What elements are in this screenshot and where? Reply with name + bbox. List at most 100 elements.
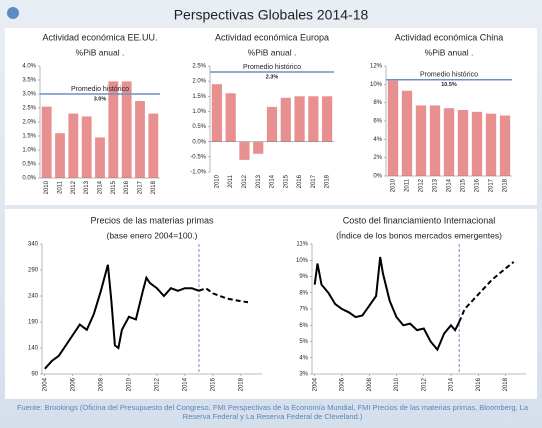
y-tick-label: 8% (299, 290, 308, 296)
x-tick-label: 2017 (489, 178, 495, 192)
x-tick-label: 2010 (394, 377, 400, 391)
y-tick-label: 10% (296, 258, 309, 264)
y-tick-label: 12% (370, 64, 383, 70)
bar (68, 113, 79, 178)
bar (429, 105, 441, 176)
y-tick-label: 0.5% (22, 162, 36, 168)
line-series (458, 261, 515, 323)
reference-value: 2.3% (266, 75, 279, 81)
source-box: Fuente: Brookings (Oficina del Presupues… (16, 403, 529, 421)
y-tick-label: 6% (373, 119, 382, 125)
y-tick-label: 10% (370, 82, 383, 88)
y-tick-label: 2.0% (22, 120, 36, 126)
x-tick-label: 2010 (391, 178, 397, 192)
x-tick-label: 2008 (98, 377, 104, 391)
x-tick-label: 2018 (239, 377, 245, 391)
chart-title: Costo del financiamiento Internacional (343, 215, 496, 225)
line-series (44, 264, 200, 370)
reference-label: Promedio histórico (71, 86, 129, 93)
x-tick-label: 2006 (340, 377, 346, 391)
x-tick-label: 2014 (183, 377, 189, 391)
bar (95, 137, 105, 178)
chart-subtitle: %PiB anual . (425, 47, 474, 57)
y-tick-label: 5% (299, 339, 308, 345)
y-tick-label: 7% (299, 307, 308, 313)
y-tick-label: 9% (299, 274, 308, 280)
chart-subtitle: (Índice de los bonos mercados emergentes… (336, 230, 502, 240)
logo (7, 7, 19, 19)
chart-subtitle: %PiB anual . (248, 47, 297, 57)
reference-value: 10.5% (441, 82, 457, 88)
x-tick-label: 2016 (124, 180, 130, 194)
x-tick-label: 2016 (211, 377, 217, 391)
y-tick-label: 1.5% (22, 134, 36, 140)
chart-title: Precios de las materias primas (90, 215, 214, 225)
y-tick-label: 1.0% (192, 109, 206, 115)
bar (308, 96, 319, 142)
y-tick-label: 2% (373, 155, 382, 161)
y-tick-label: 290 (28, 268, 39, 274)
x-tick-label: 2016 (475, 178, 481, 192)
x-tick-label: 2017 (311, 174, 317, 188)
y-tick-label: 0.5% (192, 124, 206, 130)
y-tick-label: -0.5% (190, 154, 206, 160)
chart-title: Actividad económica Europa (215, 32, 329, 42)
y-tick-label: 240 (28, 294, 39, 300)
x-tick-label: 2012 (154, 377, 160, 391)
bar (148, 113, 159, 178)
bar (443, 108, 455, 176)
x-tick-label: 2015 (283, 174, 289, 188)
y-tick-label: 4.0% (22, 64, 36, 70)
chart-subtitle: (base enero 2004=100.) (107, 230, 198, 240)
x-tick-label: 2010 (214, 174, 220, 188)
source: Fuente: Brookings (Oficina del Presupues… (16, 403, 529, 421)
y-tick-label: 2.5% (192, 64, 206, 70)
bar (135, 101, 145, 178)
bar (81, 116, 92, 178)
x-tick-label: 2013 (256, 174, 262, 188)
bar (471, 111, 483, 176)
x-tick-label: 2014 (449, 377, 455, 391)
y-tick-label: 0% (373, 174, 382, 180)
x-tick-label: 2012 (71, 180, 77, 194)
bar (457, 110, 469, 176)
y-tick-label: 3% (299, 372, 308, 378)
y-tick-label: 11% (296, 242, 308, 248)
x-tick-label: 2012 (421, 377, 427, 391)
x-tick-label: 2014 (270, 174, 276, 188)
y-tick-label: 8% (373, 100, 382, 106)
bar (108, 81, 119, 178)
chart-subtitle: %PiB anual . (76, 47, 125, 57)
bar (225, 93, 236, 142)
bar (253, 141, 264, 154)
x-tick-label: 2018 (503, 377, 509, 391)
chart-title: Actividad económica EE.UU. (42, 32, 157, 42)
y-tick-label: 90 (31, 372, 38, 378)
x-tick-label: 2004 (42, 377, 48, 391)
x-tick-label: 2011 (228, 174, 234, 188)
y-tick-label: 1.5% (192, 94, 206, 100)
x-tick-label: 2013 (433, 178, 439, 192)
reference-label: Promedio histórico (420, 72, 478, 79)
x-tick-label: 2011 (405, 178, 411, 192)
x-tick-label: 2011 (58, 180, 64, 194)
y-tick-label: 3.0% (22, 92, 36, 98)
reference-label: Promedio histórico (243, 64, 301, 71)
y-tick-label: 340 (28, 242, 39, 248)
y-tick-label: 4% (373, 137, 382, 143)
x-tick-label: 2016 (476, 377, 482, 391)
x-tick-label: 2010 (126, 377, 132, 391)
bar (415, 105, 427, 176)
y-tick-label: 4% (299, 355, 308, 361)
slide-title: Perspectivas Globales 2014-18 (174, 7, 369, 23)
x-tick-label: 2018 (325, 174, 331, 188)
bar (121, 81, 132, 178)
y-tick-label: 2.5% (22, 106, 36, 112)
x-tick-label: 2016 (297, 174, 303, 188)
line-series (313, 256, 461, 352)
x-tick-label: 2010 (44, 180, 50, 194)
x-tick-label: 2018 (503, 178, 509, 192)
y-tick-label: 3.5% (22, 78, 36, 84)
y-tick-label: 0.0% (192, 139, 206, 145)
